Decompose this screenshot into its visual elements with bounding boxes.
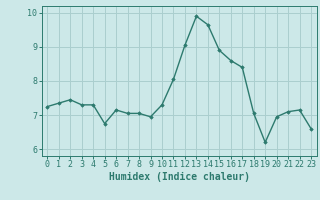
X-axis label: Humidex (Indice chaleur): Humidex (Indice chaleur)	[109, 172, 250, 182]
